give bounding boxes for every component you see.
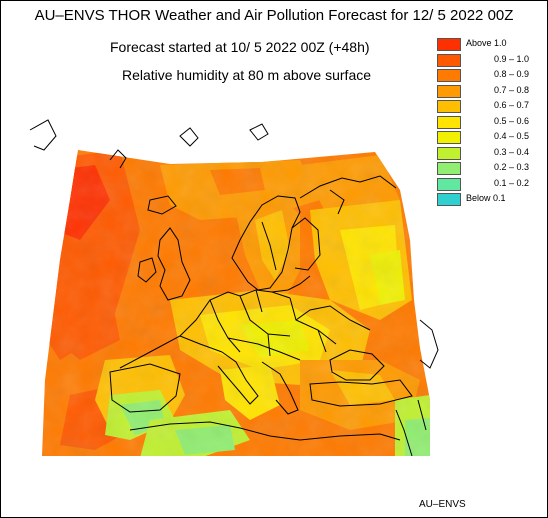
- legend-label: 0.6 – 0.7: [493, 100, 529, 110]
- coastlines: [29, 119, 439, 457]
- legend-swatch: [437, 69, 461, 82]
- figure-title: AU–ENVS THOR Weather and Air Pollution F…: [34, 7, 514, 24]
- legend-label: Below 0.1: [466, 193, 506, 203]
- legend-swatch: [437, 53, 461, 67]
- legend: Above 1.0 0.9 – 1.0 0.8 – 0.9 0.7 – 0.8 0.6 …: [437, 37, 547, 208]
- legend-label: 0.4 – 0.5: [493, 131, 529, 141]
- legend-swatch: [437, 177, 461, 191]
- legend-item: 0.3 – 0.4: [437, 146, 547, 162]
- legend-label: 0.1 – 0.2: [493, 177, 529, 188]
- credit-label: AU–ENVS: [419, 499, 466, 510]
- legend-swatch: [437, 100, 461, 113]
- legend-label: 0.7 – 0.8: [493, 84, 529, 95]
- legend-item: 0.2 – 0.3: [437, 161, 547, 177]
- legend-item: 0.9 – 1.0: [437, 53, 547, 69]
- legend-item: 0.4 – 0.5: [437, 130, 547, 146]
- legend-item: 0.8 – 0.9: [437, 68, 547, 84]
- legend-label: 0.5 – 0.6: [493, 115, 529, 126]
- legend-label: 0.2 – 0.3: [493, 162, 529, 172]
- legend-swatch: [437, 162, 461, 175]
- legend-item: 0.7 – 0.8: [437, 84, 547, 100]
- legend-swatch: [437, 115, 461, 129]
- legend-label: 0.8 – 0.9: [493, 69, 529, 79]
- legend-swatch: [437, 38, 461, 51]
- forecast-start-label: Forecast started at 10/ 5 2022 00Z (+48h…: [110, 39, 370, 55]
- variable-label: Relative humidity at 80 m above surface: [122, 67, 372, 83]
- legend-item: 0.1 – 0.2: [437, 177, 547, 193]
- legend-item: Below 0.1: [437, 192, 547, 208]
- legend-swatch: [437, 84, 461, 98]
- legend-swatch: [437, 131, 461, 144]
- legend-label: 0.9 – 1.0: [493, 53, 529, 64]
- legend-item: Above 1.0: [437, 37, 547, 53]
- forecast-field: [42, 150, 430, 456]
- legend-label: Above 1.0: [466, 38, 507, 48]
- legend-label: 0.3 – 0.4: [493, 146, 529, 157]
- legend-swatch: [437, 146, 461, 160]
- legend-item: 0.5 – 0.6: [437, 115, 547, 131]
- legend-item: 0.6 – 0.7: [437, 99, 547, 115]
- legend-swatch: [437, 193, 461, 206]
